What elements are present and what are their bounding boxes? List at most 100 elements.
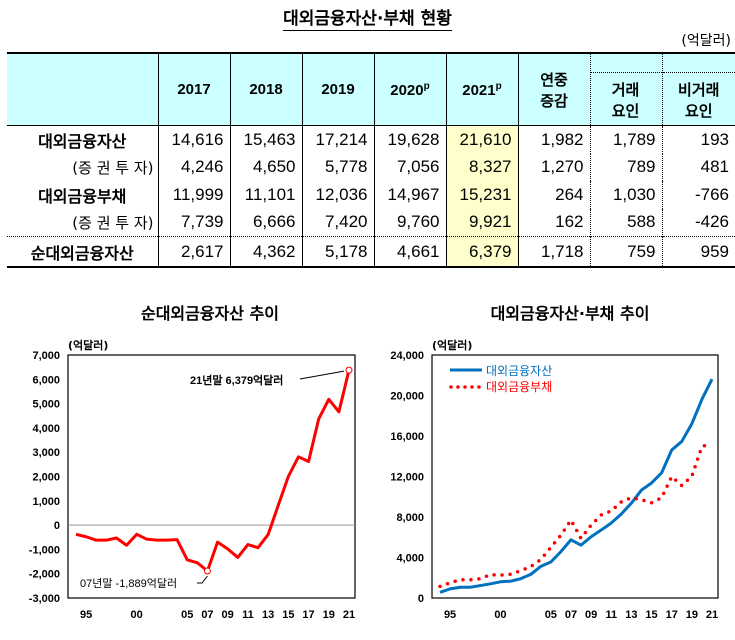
y-tick-label: 2,000 [32, 472, 60, 484]
annotation-arrow [197, 575, 208, 584]
y-tick-label: 7,000 [32, 350, 60, 362]
row-label: 대외금융자산 [38, 131, 127, 151]
table-cell: 2,617 [157, 236, 230, 267]
table-cell: -766 [661, 181, 735, 209]
x-tick-label: 07 [201, 609, 213, 621]
x-tick-label: 05 [545, 609, 557, 621]
table-cell: 15,231 [445, 181, 518, 209]
y-tick-label: -3,000 [29, 593, 60, 605]
table-row: 순대외금융자산 2,617 4,362 5,178 4,661 6,379 1,718 759… [7, 236, 735, 267]
x-tick-label: 17 [666, 609, 678, 621]
table-cell: 6,379 [445, 236, 518, 267]
series-line-1 [438, 442, 714, 589]
max-marker [345, 366, 353, 374]
table-cell: 4,650 [229, 153, 302, 181]
x-tick-label: 11 [242, 609, 254, 621]
x-tick-label: 05 [181, 609, 193, 621]
table-cell: 12,036 [301, 181, 374, 209]
y-tick-label: 0 [54, 520, 60, 532]
header-2017: 2017 [157, 53, 230, 126]
assets-liabilities-chart-title: 대외금융자산·부채 추이 [490, 304, 650, 323]
plot-area [431, 354, 719, 599]
table-cell: 7,420 [301, 208, 374, 237]
x-tick-label: 21 [343, 609, 355, 621]
x-tick-label: 00 [131, 609, 143, 621]
y-tick-label: 12,000 [390, 472, 424, 484]
y-tick-label: 4,000 [396, 553, 424, 565]
table-cell: 6,666 [229, 208, 302, 237]
min-marker [203, 567, 211, 575]
y-tick-label: -2,000 [29, 569, 60, 581]
table-cell: 11,101 [229, 181, 302, 209]
table-title: 대외금융자산·부채 현황 [283, 9, 452, 31]
x-tick-label: 19 [323, 609, 335, 621]
table-row: (증 권 투 자) 7,739 6,666 7,420 9,760 9,921 162 588… [7, 208, 735, 237]
x-tick-label: 95 [444, 609, 456, 621]
table-cell: 1,030 [589, 181, 662, 209]
table-cell: 9,760 [373, 208, 446, 237]
table-cell: 588 [589, 208, 662, 237]
table-cell: 789 [589, 153, 662, 181]
table-cell: 4,246 [157, 153, 230, 181]
table-cell: 193 [661, 125, 735, 154]
header-2021: 2021p [445, 53, 518, 126]
y-tick-label: 24,000 [390, 350, 424, 362]
row-label: 순대외금융자산 [30, 243, 134, 263]
table-row: 대외금융자산 14,616 15,463 17,214 19,628 21,610 1,98… [7, 125, 735, 154]
y-axis-unit: (억달러) [68, 338, 108, 352]
table-cell: 11,999 [157, 181, 230, 209]
x-tick-label: 09 [585, 609, 597, 621]
annotation-max: 21년말 6,379억달러 [190, 373, 283, 387]
table-cell: 5,178 [301, 236, 374, 267]
x-tick-label: 15 [282, 609, 294, 621]
x-tick-label: 95 [80, 609, 92, 621]
header-change: 연중 증감 [517, 53, 590, 126]
row-label: 대외금융부채 [38, 186, 127, 206]
table-cell: 15,463 [229, 125, 302, 154]
table-cell: 1,718 [517, 236, 590, 267]
annotation-min: 07년말 -1,889억달러 [80, 577, 177, 590]
x-tick-label: 11 [605, 609, 617, 621]
y-tick-label: 6,000 [32, 374, 60, 386]
table-cell: 8,327 [445, 153, 518, 181]
header-2018: 2018 [229, 53, 302, 126]
row-label: (증 권 투 자) [72, 158, 154, 177]
x-tick-label: 00 [494, 609, 506, 621]
table-unit: (억달러) [681, 33, 731, 49]
net-chart-title: 순대외금융자산 추이 [140, 304, 280, 323]
y-tick-label: -1,000 [29, 544, 60, 556]
table-header-row: 2017 2018 2019 2020p 2021p 연중 증감 거래 요인 비거래… [7, 53, 735, 126]
legend-label-assets: 대외금융자산 [486, 364, 552, 378]
table-cell: 959 [661, 236, 735, 267]
header-2020: 2020p [373, 53, 446, 126]
x-tick-label: 09 [222, 609, 234, 621]
table-cell: 5,778 [301, 153, 374, 181]
header-empty [7, 53, 158, 126]
table-row: 대외금융부채 11,999 11,101 12,036 14,967 15,231 264 1… [7, 181, 735, 209]
table-cell: -426 [661, 208, 735, 237]
table-cell: 1,789 [589, 125, 662, 154]
series-line-0 [75, 369, 351, 573]
table-cell: 481 [661, 153, 735, 181]
y-tick-label: 8,000 [396, 512, 424, 524]
table-cell: 21,610 [445, 125, 518, 154]
y-tick-label: 0 [418, 593, 424, 605]
table-cell: 9,921 [445, 208, 518, 237]
y-tick-label: 20,000 [390, 391, 424, 403]
x-tick-label: 13 [625, 609, 637, 621]
annotation-arrow [299, 370, 345, 380]
table-cell: 759 [589, 236, 662, 267]
y-tick-label: 1,000 [32, 496, 60, 508]
y-axis-unit: (억달러) [432, 338, 472, 352]
table-cell: 264 [517, 181, 590, 209]
y-tick-label: 4,000 [32, 423, 60, 435]
row-label: (증 권 투 자) [72, 213, 154, 232]
table-cell: 1,270 [517, 153, 590, 181]
table-row: (증 권 투 자) 4,246 4,650 5,778 7,056 8,327 1,270 7… [7, 153, 735, 181]
x-tick-label: 19 [686, 609, 698, 621]
x-tick-label: 07 [565, 609, 577, 621]
table-cell: 19,628 [373, 125, 446, 154]
table-cell: 7,739 [157, 208, 230, 237]
series-line-0 [439, 378, 714, 594]
